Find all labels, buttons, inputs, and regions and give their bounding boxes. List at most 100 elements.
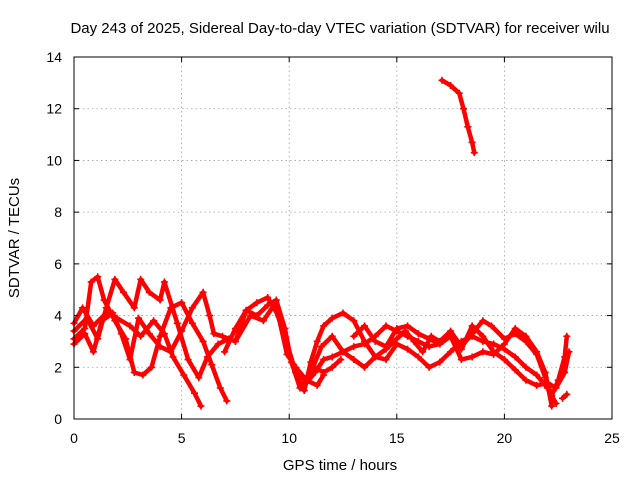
data-point: [561, 368, 569, 376]
data-point: [522, 363, 530, 371]
data-point: [302, 379, 310, 387]
data-point: [468, 322, 476, 330]
data-point: [552, 399, 560, 407]
data-point: [552, 384, 560, 392]
y-tick-label: 4: [54, 308, 62, 324]
data-point: [89, 348, 97, 356]
data-point: [563, 332, 571, 340]
data-point: [414, 337, 422, 345]
data-point: [145, 330, 153, 338]
data-point: [98, 317, 106, 325]
data-point: [130, 368, 138, 376]
data-point: [139, 371, 147, 379]
data-point: [487, 322, 495, 330]
data-point: [156, 343, 164, 351]
y-tick-label: 2: [54, 359, 62, 375]
data-point: [195, 374, 203, 382]
data-point: [223, 397, 231, 405]
data-point: [328, 363, 336, 371]
data-point: [490, 348, 498, 356]
data-point: [464, 123, 472, 131]
data-point: [425, 363, 433, 371]
data-point: [543, 379, 551, 387]
data-point: [559, 394, 567, 402]
data-point: [541, 368, 549, 376]
data-point: [328, 332, 336, 340]
data-point: [350, 343, 358, 351]
data-point: [317, 343, 325, 351]
data-point: [218, 332, 226, 340]
data-point: [511, 353, 519, 361]
x-tick-label: 5: [178, 430, 186, 446]
data-point: [361, 340, 369, 348]
data-point: [178, 327, 186, 335]
data-point: [264, 293, 272, 301]
data-point: [414, 353, 422, 361]
data-point: [320, 356, 328, 364]
data-point: [130, 304, 138, 312]
data-point: [447, 330, 455, 338]
data-point: [419, 348, 427, 356]
data-point: [272, 296, 280, 304]
data-point: [361, 363, 369, 371]
data-point: [87, 278, 95, 286]
data-point: [393, 340, 401, 348]
data-series: [70, 76, 573, 410]
data-point: [382, 322, 390, 330]
data-point: [150, 317, 158, 325]
data-point: [117, 330, 125, 338]
data-point: [173, 319, 181, 327]
data-point: [246, 312, 254, 320]
data-point: [119, 288, 127, 296]
data-point: [436, 340, 444, 348]
data-point: [371, 337, 379, 345]
data-point: [425, 343, 433, 351]
data-point: [111, 275, 119, 283]
data-point: [565, 348, 573, 356]
data-point: [414, 330, 422, 338]
data-point: [328, 353, 336, 361]
data-point: [221, 348, 229, 356]
data-point: [447, 81, 455, 89]
data-point: [242, 306, 250, 314]
data-point: [137, 275, 145, 283]
plot-frame: [73, 56, 613, 420]
data-point: [350, 317, 358, 325]
data-point: [460, 105, 468, 113]
data-point: [320, 322, 328, 330]
data-point: [563, 390, 571, 398]
data-point: [264, 301, 272, 309]
data-point: [436, 358, 444, 366]
data-point: [109, 309, 117, 317]
data-point: [199, 288, 207, 296]
y-axis-label: SDTVAR / TECUs: [6, 178, 23, 298]
data-point: [216, 384, 224, 392]
data-point: [210, 330, 218, 338]
data-point: [307, 368, 315, 376]
data-point: [328, 314, 336, 322]
axis-ticks: 0 5 10 15 20 25 0 2 4 6 8 10 12 14: [46, 49, 620, 446]
data-point: [393, 325, 401, 332]
data-point: [339, 309, 347, 317]
data-point: [167, 348, 175, 356]
data-point: [522, 332, 530, 340]
data-point: [522, 376, 530, 384]
data-point: [214, 340, 222, 348]
data-point: [425, 335, 433, 343]
data-point: [160, 278, 168, 286]
data-point: [457, 356, 465, 364]
data-point: [490, 340, 498, 348]
y-tick-label: 0: [54, 411, 62, 427]
data-point: [126, 322, 134, 330]
y-tick-label: 6: [54, 256, 62, 272]
data-point: [203, 353, 211, 361]
data-point: [94, 273, 102, 281]
data-point: [455, 89, 463, 97]
data-point: [533, 348, 541, 356]
x-tick-label: 25: [604, 430, 620, 446]
data-point: [468, 138, 476, 146]
data-point: [511, 325, 519, 332]
data-point: [126, 356, 134, 364]
